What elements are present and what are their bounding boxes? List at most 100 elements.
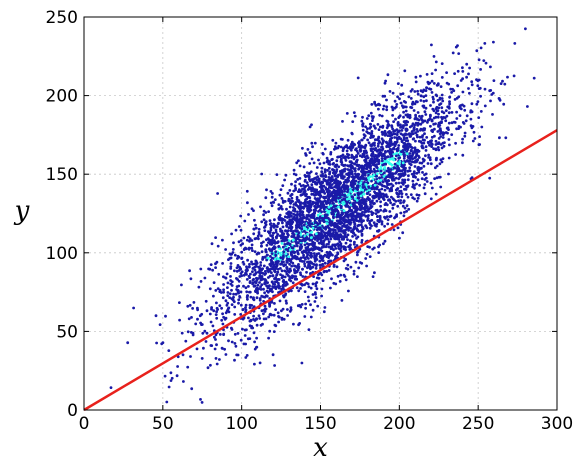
scatter-point xyxy=(379,208,383,212)
scatter-point xyxy=(190,331,193,334)
scatter-point xyxy=(295,286,299,290)
scatter-point xyxy=(220,346,224,350)
scatter-point xyxy=(252,284,256,288)
scatter-point xyxy=(386,73,390,77)
scatter-point xyxy=(223,347,227,351)
scatter-point xyxy=(478,135,481,139)
scatter-point xyxy=(380,157,384,160)
scatter-point xyxy=(353,222,357,226)
scatter-point xyxy=(275,273,278,277)
scatter-point xyxy=(313,300,317,303)
scatter-point xyxy=(470,83,474,87)
scatter-point xyxy=(472,130,476,134)
scatter-point xyxy=(368,226,372,230)
scatter-point xyxy=(440,93,444,97)
scatter-point xyxy=(408,116,412,120)
scatter-point xyxy=(222,288,226,292)
scatter-point xyxy=(323,147,327,151)
scatter-point xyxy=(271,234,274,238)
scatter-point xyxy=(399,174,402,178)
x-tick-label: 100 xyxy=(225,414,257,434)
scatter-point xyxy=(263,291,266,295)
scatter-point xyxy=(376,179,380,183)
scatter-point xyxy=(300,227,304,231)
scatter-point xyxy=(273,269,276,273)
scatter-point xyxy=(483,42,487,45)
scatter-point xyxy=(488,176,492,180)
scatter-point xyxy=(254,223,257,227)
scatter-point xyxy=(433,134,436,138)
scatter-point xyxy=(272,225,276,229)
scatter-point xyxy=(327,205,331,209)
scatter-point xyxy=(304,227,308,231)
scatter-point xyxy=(402,100,406,103)
scatter-point xyxy=(416,92,420,96)
scatter-point xyxy=(321,234,325,238)
scatter-point xyxy=(355,199,359,202)
scatter-point xyxy=(315,178,319,182)
scatter-point xyxy=(376,123,380,126)
scatter-point xyxy=(356,201,360,204)
scatter-point xyxy=(371,152,375,156)
scatter-point xyxy=(202,346,205,350)
scatter-point xyxy=(308,254,312,257)
scatter-point xyxy=(345,202,349,206)
scatter-point xyxy=(412,127,416,131)
scatter-point xyxy=(302,165,306,169)
scatter-point xyxy=(436,82,440,85)
scatter-point xyxy=(279,206,282,210)
scatter-point xyxy=(199,280,203,283)
scatter-point xyxy=(337,244,340,248)
scatter-point xyxy=(349,165,353,169)
scatter-point xyxy=(218,304,222,307)
scatter-point xyxy=(319,254,323,258)
scatter-point xyxy=(304,306,307,310)
scatter-point xyxy=(348,168,352,172)
scatter-point xyxy=(315,281,319,284)
scatter-point xyxy=(253,340,256,344)
scatter-point xyxy=(280,269,284,273)
scatter-point xyxy=(333,196,337,200)
scatter-point xyxy=(321,279,325,282)
scatter-point xyxy=(276,233,280,236)
scatter-point xyxy=(307,257,310,260)
scatter-point xyxy=(434,111,438,115)
scatter-point xyxy=(363,155,367,159)
scatter-point xyxy=(318,205,322,208)
scatter-point xyxy=(335,169,338,173)
scatter-point xyxy=(467,72,470,76)
scatter-point xyxy=(280,309,283,313)
scatter-point xyxy=(381,163,385,167)
scatter-point xyxy=(310,141,314,145)
scatter-point xyxy=(306,209,309,213)
scatter-point xyxy=(241,308,245,311)
scatter-point xyxy=(253,218,256,222)
scatter-point xyxy=(397,199,400,203)
scatter-point xyxy=(318,259,322,263)
scatter-point xyxy=(391,206,395,210)
scatter-point xyxy=(354,260,358,264)
scatter-point xyxy=(342,181,346,185)
scatter-point xyxy=(247,235,250,239)
scatter-point xyxy=(231,298,235,302)
scatter-point xyxy=(323,179,326,182)
scatter-point xyxy=(284,229,287,233)
scatter-point xyxy=(315,198,318,202)
scatter-point xyxy=(419,94,423,98)
scatter-point xyxy=(340,190,344,194)
scatter-point xyxy=(379,200,382,204)
scatter-point xyxy=(391,127,394,131)
scatter-point xyxy=(222,290,226,294)
scatter-point xyxy=(382,209,386,213)
scatter-point xyxy=(252,227,256,231)
scatter-point xyxy=(264,294,268,298)
scatter-point xyxy=(327,245,331,249)
scatter-point xyxy=(332,281,336,285)
scatter-point xyxy=(325,255,329,258)
scatter-point xyxy=(341,120,344,123)
scatter-point xyxy=(445,71,448,74)
scatter-point xyxy=(255,264,258,268)
scatter-point xyxy=(203,276,207,280)
scatter-point xyxy=(418,114,421,118)
scatter-point xyxy=(315,276,319,280)
